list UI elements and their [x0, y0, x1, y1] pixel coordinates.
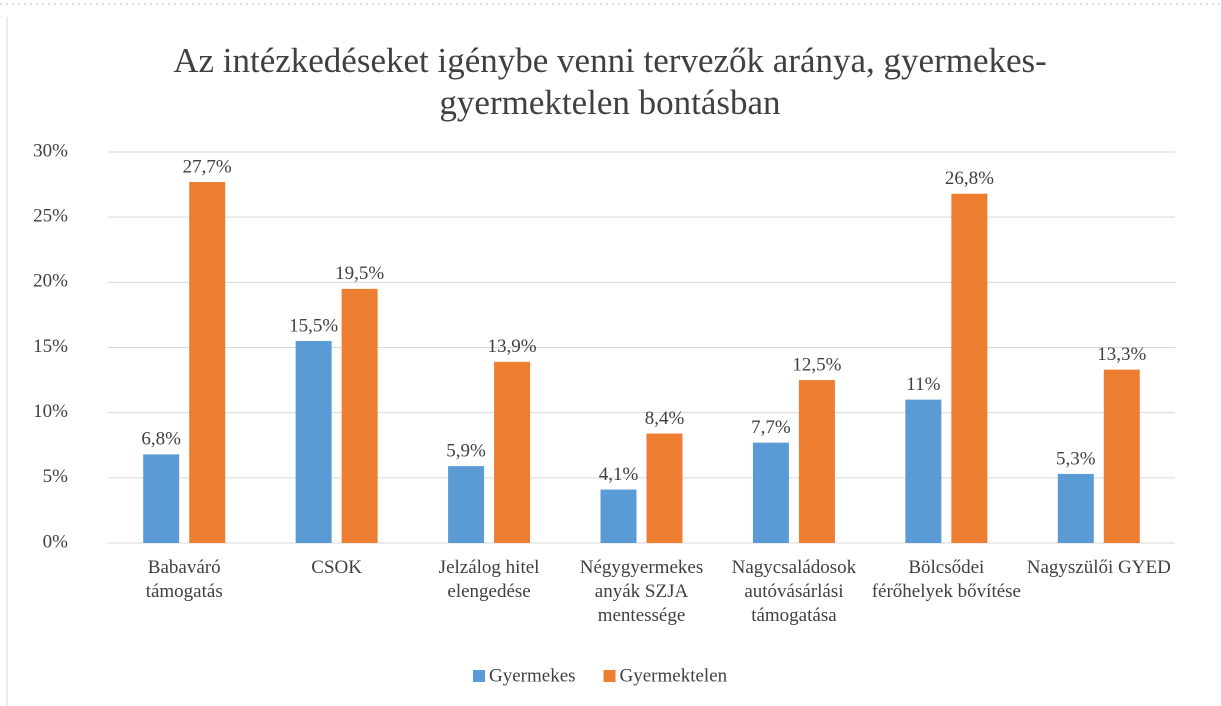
bar [189, 181, 226, 543]
data-label: 12,5% [792, 354, 841, 375]
data-label: 15,5% [289, 315, 338, 336]
bar [1057, 473, 1094, 543]
bar [143, 454, 180, 543]
x-tick-label: Babaváró támogatás [145, 557, 223, 602]
data-label: 19,5% [335, 263, 384, 284]
bar [798, 380, 835, 543]
data-label: 4,1% [599, 464, 639, 485]
bar [905, 399, 942, 543]
data-label: 6,8% [141, 429, 181, 450]
data-label: 27,7% [183, 156, 232, 177]
bar [646, 433, 683, 543]
y-tick-label: 20% [33, 271, 68, 292]
data-label: 5,9% [446, 440, 486, 461]
y-tick-label: 15% [33, 336, 68, 357]
y-tick-label: 30% [33, 140, 68, 161]
x-tick-label: Bölcsődei férőhelyek bővítése [871, 557, 1021, 602]
legend-label: Gyermektelen [620, 665, 728, 686]
data-label: 26,8% [945, 168, 994, 189]
bar [341, 288, 378, 543]
x-tick-label: Nagyszülői GYED [1026, 557, 1171, 578]
x-tick-label: Jelzálog hitel elengedése [438, 557, 540, 602]
data-label: 13,9% [488, 336, 537, 357]
data-label: 8,4% [645, 408, 685, 429]
bar [1103, 369, 1140, 543]
y-tick-label: 0% [43, 531, 69, 552]
data-label: 7,7% [751, 417, 791, 438]
bar [600, 489, 637, 543]
bar [295, 340, 332, 543]
bar [448, 466, 485, 543]
x-tick-label: Nagycsaládosok autóvásárlási támogatása [731, 557, 857, 626]
bar [752, 442, 789, 543]
legend-swatch [603, 670, 616, 682]
data-label: 11% [906, 374, 940, 395]
legend-label: Gyermekes [489, 665, 576, 686]
bar [951, 193, 988, 543]
data-label: 5,3% [1056, 448, 1096, 469]
y-tick-label: 25% [33, 206, 68, 227]
legend-swatch [473, 670, 485, 682]
bar [494, 361, 531, 543]
y-tick-label: 5% [43, 466, 69, 487]
y-tick-label: 10% [33, 401, 68, 422]
x-tick-label: CSOK [311, 557, 362, 578]
x-tick-label: Négygyermekes anyák SZJA mentessége [579, 557, 704, 626]
data-label: 13,3% [1097, 344, 1146, 365]
chart-title: Az intézkedéseket igénybe venni tervezők… [173, 41, 1047, 122]
